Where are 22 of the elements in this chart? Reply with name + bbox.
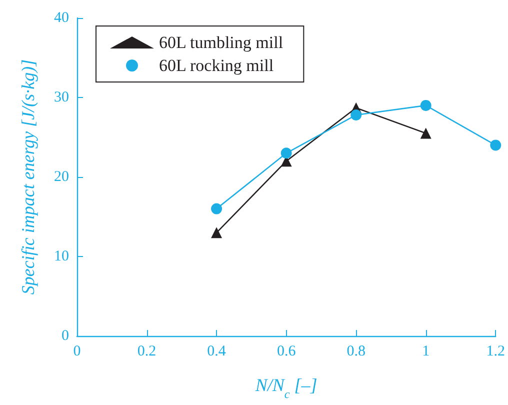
point	[350, 109, 362, 120]
x-tick-label: 1.2	[486, 344, 505, 360]
y-tick-label: 30	[54, 90, 69, 106]
y-tick-label: 0	[62, 328, 69, 344]
point	[420, 128, 432, 139]
y-tick-label: 40	[54, 10, 69, 26]
legend-label: 60L rocking mill	[159, 56, 274, 75]
x-tick-label: 0.6	[276, 344, 296, 360]
legend-label: 60L tumbling mill	[159, 33, 284, 52]
x-tick-label: 0.8	[346, 344, 366, 360]
point	[420, 100, 432, 111]
y-tick-label: 10	[54, 248, 69, 264]
x-tick-label: 0.4	[207, 344, 226, 360]
point	[280, 148, 292, 159]
x-tick-label: 1	[422, 344, 430, 360]
x-tick-label: 0.2	[137, 344, 156, 360]
point	[211, 227, 222, 238]
x-tick-label: 0	[73, 344, 81, 360]
y-axis-title: Specific impact energy [J/(s·kg)]	[18, 59, 38, 295]
y-tick-label: 20	[54, 169, 69, 185]
point	[490, 140, 502, 151]
point	[211, 203, 222, 214]
